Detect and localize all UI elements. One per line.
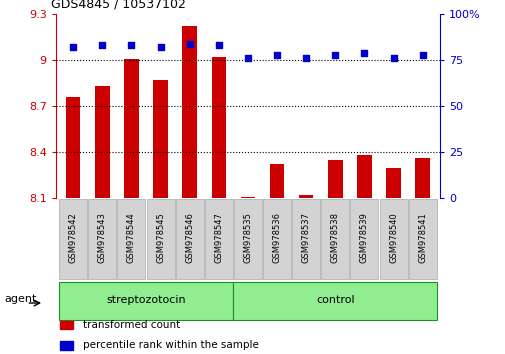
Bar xyxy=(415,158,429,198)
Text: streptozotocin: streptozotocin xyxy=(106,295,185,305)
Text: GSM978539: GSM978539 xyxy=(359,212,368,263)
Point xyxy=(418,52,426,57)
FancyBboxPatch shape xyxy=(321,199,348,279)
Text: GSM978546: GSM978546 xyxy=(185,212,194,263)
Text: GSM978535: GSM978535 xyxy=(243,212,252,263)
Bar xyxy=(60,341,73,350)
Point xyxy=(331,52,339,57)
Point xyxy=(185,41,193,46)
Bar xyxy=(182,27,196,198)
Bar xyxy=(153,80,168,198)
Text: GSM978543: GSM978543 xyxy=(97,212,107,263)
FancyBboxPatch shape xyxy=(233,282,436,320)
Point xyxy=(360,50,368,56)
FancyBboxPatch shape xyxy=(88,199,116,279)
Text: GSM978545: GSM978545 xyxy=(156,212,165,263)
Point xyxy=(243,56,251,61)
Text: transformed count: transformed count xyxy=(82,320,179,330)
Point xyxy=(156,45,164,50)
Text: control: control xyxy=(316,295,354,305)
Text: GSM978541: GSM978541 xyxy=(418,212,426,263)
Text: GSM978544: GSM978544 xyxy=(127,212,136,263)
Point xyxy=(98,42,106,48)
Bar xyxy=(124,59,138,198)
Text: GSM978542: GSM978542 xyxy=(69,212,77,263)
Bar xyxy=(269,165,284,198)
Point xyxy=(301,56,310,61)
FancyBboxPatch shape xyxy=(350,199,378,279)
Bar xyxy=(66,97,80,198)
FancyBboxPatch shape xyxy=(408,199,436,279)
FancyBboxPatch shape xyxy=(59,199,87,279)
Text: GSM978547: GSM978547 xyxy=(214,212,223,263)
Point xyxy=(273,52,281,57)
FancyBboxPatch shape xyxy=(263,199,290,279)
FancyBboxPatch shape xyxy=(59,282,233,320)
Bar xyxy=(60,321,73,329)
Text: GSM978536: GSM978536 xyxy=(272,212,281,263)
FancyBboxPatch shape xyxy=(379,199,407,279)
Point xyxy=(69,45,77,50)
Text: GSM978540: GSM978540 xyxy=(388,212,397,263)
Point xyxy=(389,56,397,61)
Text: GSM978538: GSM978538 xyxy=(330,212,339,263)
Text: GSM978537: GSM978537 xyxy=(301,212,310,263)
FancyBboxPatch shape xyxy=(233,199,262,279)
Bar xyxy=(327,160,342,198)
Bar xyxy=(385,167,400,198)
FancyBboxPatch shape xyxy=(205,199,232,279)
Bar xyxy=(95,86,110,198)
Point xyxy=(127,42,135,48)
Bar xyxy=(240,197,255,198)
FancyBboxPatch shape xyxy=(117,199,145,279)
FancyBboxPatch shape xyxy=(146,199,174,279)
Text: agent: agent xyxy=(5,294,37,304)
Bar xyxy=(298,195,313,198)
Text: GDS4845 / 10537102: GDS4845 / 10537102 xyxy=(50,0,185,11)
Point xyxy=(214,42,222,48)
FancyBboxPatch shape xyxy=(175,199,203,279)
Bar xyxy=(211,57,226,198)
Text: percentile rank within the sample: percentile rank within the sample xyxy=(82,340,258,350)
Bar xyxy=(357,155,371,198)
FancyBboxPatch shape xyxy=(292,199,320,279)
